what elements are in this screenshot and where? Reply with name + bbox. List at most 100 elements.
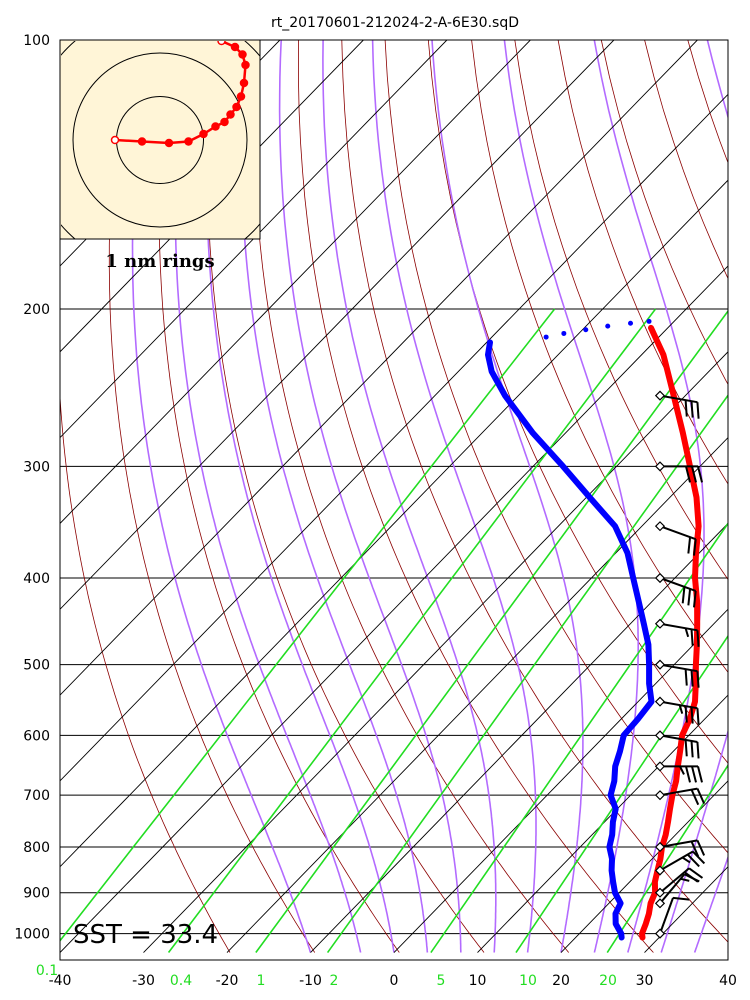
isotherm-line	[60, 40, 531, 525]
hodograph-inset	[59, 39, 261, 240]
isotherm-line	[226, 436, 728, 953]
wind-barb	[654, 390, 700, 419]
isotherm-line	[560, 780, 728, 953]
pressure-tick-label: 200	[23, 302, 50, 318]
moist-adiabat-line	[503, 40, 639, 953]
mixing-ratio-line	[515, 634, 728, 953]
mixing-ratio-line	[326, 393, 728, 954]
dry-adiabat-line	[341, 40, 728, 943]
dry-adiabat-line	[297, 40, 654, 953]
dry-adiabat-line	[108, 40, 316, 953]
wind-barb	[654, 867, 704, 898]
wind-barb	[654, 761, 703, 783]
isotherm-line	[60, 179, 728, 868]
wind-barb	[654, 659, 700, 688]
wind-barb	[654, 521, 697, 556]
dewpoint-line	[485, 339, 655, 941]
hodograph-point	[230, 42, 240, 52]
isotherm-line	[727, 951, 728, 953]
temperature-line	[639, 324, 702, 941]
dry-adiabat-line	[206, 40, 485, 953]
pressure-tick-label: 500	[23, 658, 50, 674]
temperature-tick-label: 30	[636, 973, 654, 989]
hodograph-frame	[59, 39, 261, 240]
temperature-tick-label: -40	[49, 973, 72, 989]
temperature-tick-label: -20	[216, 973, 239, 989]
sst-label: SST = 33.4	[73, 920, 218, 950]
moist-adiabat-line	[278, 40, 462, 953]
mixing-ratio-label: 20	[599, 973, 617, 989]
temperature-tick-label: 10	[469, 973, 487, 989]
moist-adiabat-line	[693, 855, 728, 953]
hodograph-point	[239, 78, 249, 88]
wind-barb	[654, 618, 700, 647]
hodograph-ring	[72, 52, 248, 228]
mixing-ratio-label: 0.4	[170, 973, 192, 989]
isotherm-line	[393, 608, 728, 953]
wind-barb	[654, 850, 706, 876]
hodograph-point	[220, 117, 229, 127]
mixing-ratio-line	[60, 308, 556, 942]
dewpoint-point	[605, 323, 611, 329]
pressure-tick-label: 800	[23, 840, 50, 856]
dry-adiabat-line	[514, 40, 728, 581]
pressure-tick-label: 300	[23, 459, 50, 475]
temperature-tick-label: -10	[299, 973, 322, 989]
mixing-ratio-label: 0.1	[36, 963, 58, 979]
hodograph-point	[226, 110, 235, 119]
isotherm-line	[0, 40, 29, 953]
wind-barb	[654, 839, 706, 857]
mixing-ratio-line	[606, 763, 728, 953]
pressure-tick-label: 100	[23, 33, 50, 49]
pressure-tick-label: 700	[23, 788, 50, 804]
hodograph-point	[110, 135, 120, 145]
mixing-ratio-label: 1	[257, 973, 266, 989]
hodograph-ring-label: 1 nm rings	[105, 251, 214, 272]
pressure-tick-label: 600	[23, 728, 50, 744]
hodograph-point	[211, 122, 220, 131]
isotherm-line	[60, 40, 615, 610]
pressure-tick-label: 1000	[14, 927, 50, 943]
wind-barb	[654, 896, 690, 939]
isotherm-line	[60, 265, 728, 953]
isotherm-line	[477, 694, 728, 953]
wind-barb	[654, 461, 703, 483]
pressure-tick-label: 900	[23, 886, 50, 902]
temperature-tick-label: 0	[390, 973, 399, 989]
dry-adiabat-line	[158, 40, 400, 953]
mixing-ratio-label: 10	[519, 973, 537, 989]
hodograph-point	[184, 137, 193, 146]
hodograph-point	[199, 129, 208, 139]
moist-adiabat-line	[322, 40, 497, 953]
dewpoint-point	[583, 327, 589, 333]
dry-adiabat-line	[60, 40, 231, 953]
moist-adiabat-line	[431, 40, 584, 953]
hodograph-point	[217, 41, 226, 46]
isotherm-line	[60, 93, 728, 782]
mixing-ratio-line	[167, 308, 657, 954]
dewpoint-point	[561, 330, 567, 336]
temperature-tick-label: 20	[552, 973, 570, 989]
moist-adiabat-line	[131, 197, 312, 953]
mixing-ratio-label: 2	[330, 973, 339, 989]
moist-adiabat-line	[371, 40, 537, 953]
dewpoint-point	[543, 334, 549, 340]
plot-frame	[59, 39, 729, 961]
moist-adiabat-line	[206, 126, 395, 953]
hodograph-point	[236, 92, 246, 101]
profiles	[485, 318, 702, 941]
dry-adiabat-line	[557, 40, 728, 485]
moist-adiabat-line	[727, 950, 728, 953]
mixing-ratio-label: 5	[437, 973, 446, 989]
wind-barb	[654, 572, 697, 608]
hodograph-point	[241, 60, 250, 70]
wind-barb	[654, 696, 700, 725]
hodograph-point	[164, 138, 174, 148]
chart-title: rt_20170601-212024-2-A-6E30.sqD	[271, 15, 519, 31]
mixing-ratio-line	[255, 309, 728, 954]
mixing-ratio-line	[430, 522, 728, 953]
isotherm-line	[310, 522, 728, 953]
moist-adiabat-line	[174, 156, 362, 953]
